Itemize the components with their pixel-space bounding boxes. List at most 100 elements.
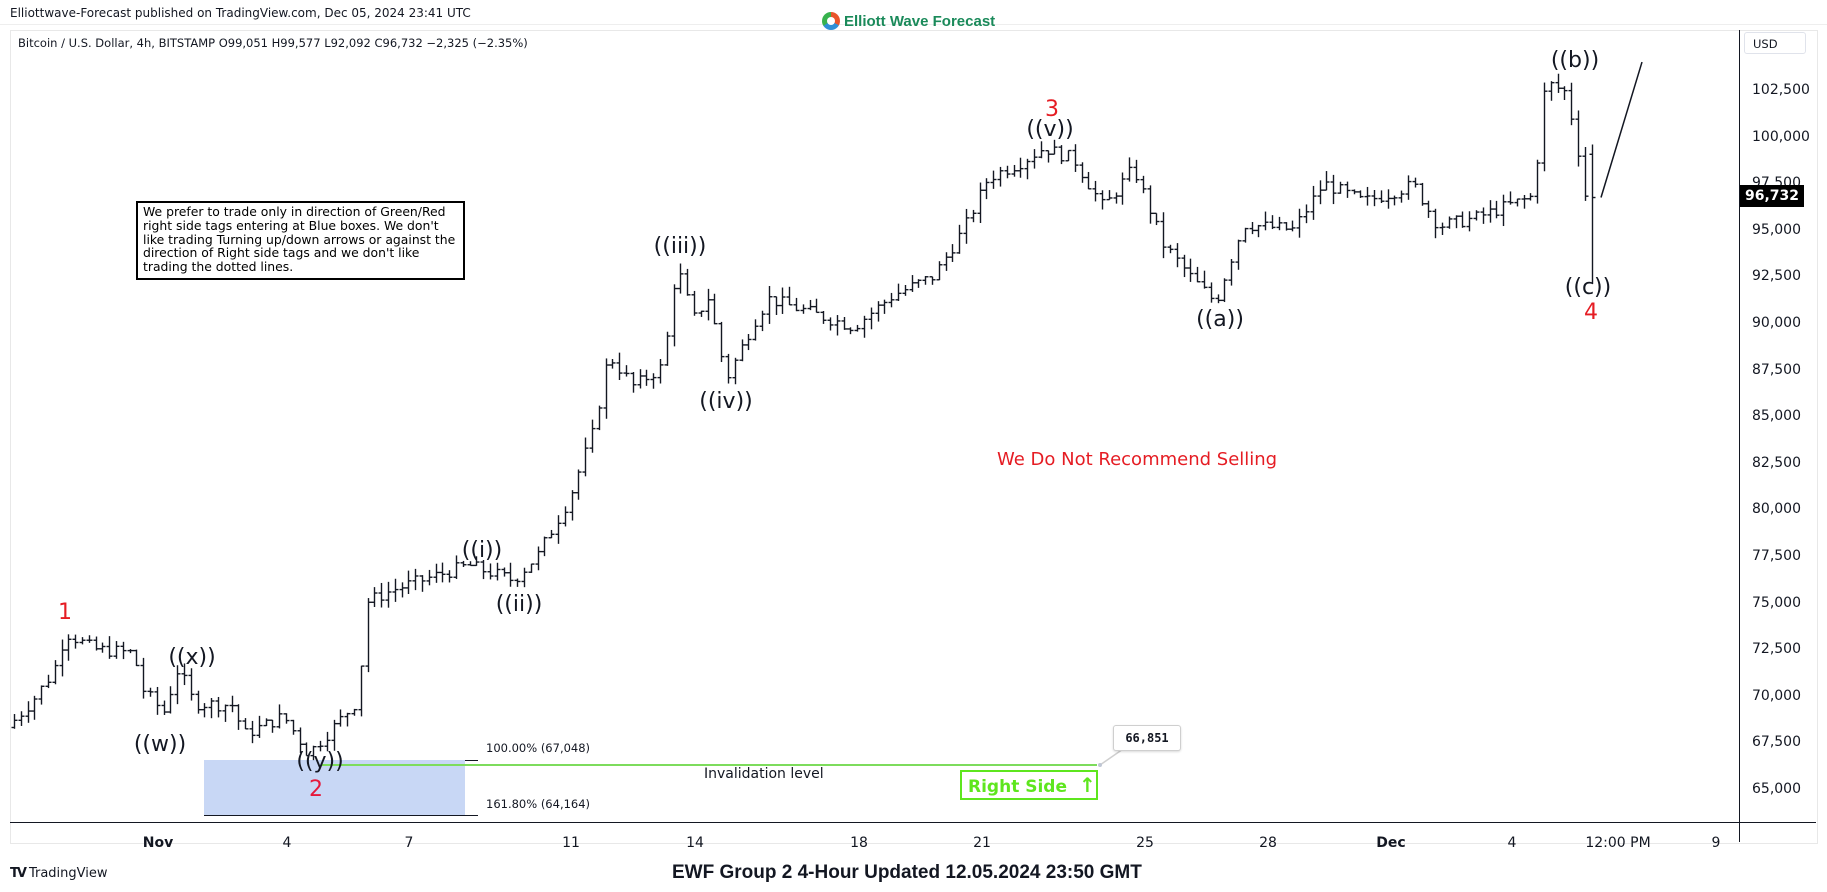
price-tick: 72,500 [1752, 641, 1801, 658]
ohlc-bar [752, 319, 759, 341]
ohlc-bar [331, 719, 338, 751]
ohlc-bar [1045, 150, 1052, 163]
ohlc-bar [59, 639, 66, 677]
ohlc-bar [643, 369, 650, 386]
price-tick: 92,500 [1752, 268, 1801, 285]
ohlc-bar [1221, 278, 1228, 303]
price-callout: 66,851 [1113, 725, 1181, 751]
ohlc-bar [1119, 172, 1126, 205]
ohlc-bar [915, 279, 922, 288]
ohlc-bar [1242, 227, 1249, 243]
wave-label: ((b)) [1550, 48, 1600, 74]
ohlc-bar [433, 563, 440, 583]
ohlc-bar [18, 711, 25, 726]
ohlc-bar [480, 559, 487, 580]
ohlc-bar [902, 284, 909, 296]
ohlc-bar [977, 182, 984, 223]
ohlc-bar [528, 563, 535, 573]
ohlc-bar [317, 740, 324, 752]
ohlc-bar [1296, 208, 1303, 238]
ohlc-bar [392, 578, 399, 602]
ohlc-bar [575, 469, 582, 500]
ohlc-bar [235, 704, 242, 730]
ohlc-bar [201, 703, 208, 718]
time-tick: 25 [1136, 835, 1154, 851]
wave-label: ((x)) [168, 644, 216, 670]
ohlc-bar [630, 371, 637, 393]
ohlc-bar [106, 636, 113, 659]
time-tick: 9 [1711, 835, 1721, 851]
ohlc-bar [868, 307, 875, 330]
price-tick: 102,500 [1752, 82, 1810, 98]
ohlc-bar [290, 719, 297, 735]
ohlc-bar [1364, 186, 1371, 206]
ohlc-bar [1106, 190, 1113, 201]
ohlc-bar [535, 546, 542, 571]
ohlc-bar [1425, 200, 1432, 218]
ohlc-bar [1534, 159, 1541, 204]
ohlc-bar [1391, 195, 1398, 206]
currency-button[interactable]: USD [1744, 32, 1806, 54]
tradingview-mark-icon: TV [10, 866, 27, 881]
ohlc-bar [154, 686, 161, 715]
ohlc-bar [1351, 189, 1358, 195]
ohlc-bar [800, 304, 807, 314]
ohlc-bar [188, 668, 195, 701]
right-side-tag: Right Side ↑ [960, 770, 1098, 800]
ohlc-bar [405, 570, 412, 595]
wave-label: 4 [1584, 299, 1598, 325]
fib-100-line [465, 760, 478, 761]
ohlc-bar [1235, 239, 1242, 270]
no-sell-warning: We Do Not Recommend Selling [997, 449, 1278, 470]
ohlc-bar [1126, 157, 1133, 182]
price-tick: 80,000 [1752, 501, 1801, 518]
ohlc-bar [718, 321, 725, 363]
ohlc-bar [684, 268, 691, 296]
ohlc-bar [943, 252, 950, 271]
ohlc-bar [766, 285, 773, 324]
price-tick: 95,000 [1752, 221, 1801, 238]
ohlc-bar [1283, 222, 1290, 231]
ohlc-bar [45, 674, 52, 689]
chart-frame[interactable] [10, 30, 1818, 844]
ohlc-bar [1194, 266, 1201, 283]
ohlc-bar [167, 686, 174, 714]
ohlc-bar [256, 715, 263, 738]
ohlc-bar [324, 731, 331, 752]
ohlc-bar [847, 327, 854, 335]
ohlc-bar [990, 170, 997, 189]
ohlc-bar [1113, 192, 1120, 204]
ohlc-bar [25, 701, 32, 723]
ohlc-bar [1140, 175, 1147, 194]
ohlc-bar [1357, 190, 1364, 198]
ohlc-bar [875, 301, 882, 322]
price-tick: 70,000 [1752, 687, 1801, 704]
ohlc-bar [1330, 174, 1337, 205]
ohlc-bar [922, 276, 929, 285]
ohlc-bar [1507, 191, 1514, 205]
ohlc-bar [677, 263, 684, 294]
tradingview-logo[interactable]: TV TradingView [10, 866, 107, 881]
wave-label: ((v)) [1026, 117, 1074, 142]
wave-label: ((y)) [296, 748, 344, 774]
time-tick: 28 [1259, 835, 1277, 851]
ohlc-bar [1303, 204, 1310, 224]
right-side-label: Right Side [968, 777, 1068, 797]
ohlc-bar [970, 209, 977, 223]
ohlc-bar [79, 637, 86, 645]
ohlc-bar [671, 284, 678, 347]
ohlc-bar [72, 634, 79, 649]
ohlc-bar [467, 561, 474, 567]
brand-name: Elliott Wave Forecast [844, 12, 996, 30]
time-tick: 4 [1507, 835, 1517, 851]
ohlc-bar [1487, 200, 1494, 223]
ohlc-bar [1174, 243, 1181, 268]
time-tick: Dec [1376, 835, 1406, 851]
ohlc-bar [582, 437, 589, 477]
ohlc-bar [1153, 212, 1160, 226]
ohlc-bar [1092, 180, 1099, 202]
ohlc-bar [1269, 215, 1276, 230]
ohlc-bar [371, 587, 378, 607]
ohlc-bar [1575, 110, 1582, 167]
